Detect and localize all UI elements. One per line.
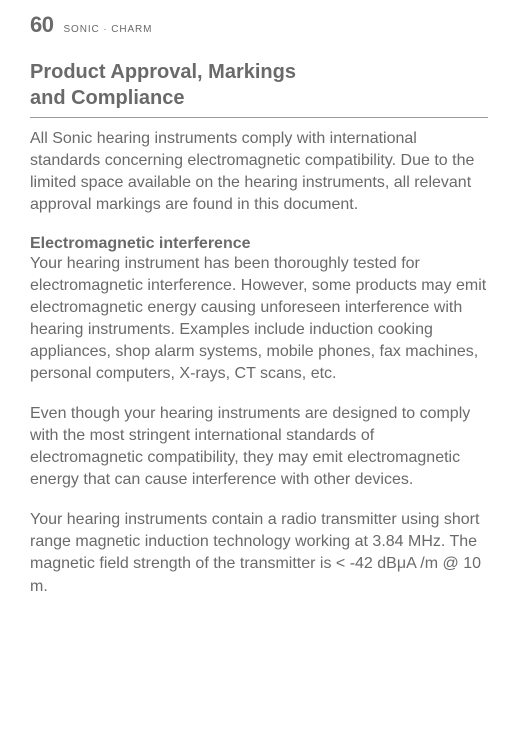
page-number: 60 [30, 12, 53, 38]
intro-paragraph: All Sonic hearing instruments comply wit… [30, 128, 488, 216]
paragraph-3: Even though your hearing instruments are… [30, 403, 488, 491]
paragraph-2: Your hearing instrument has been thoroug… [30, 253, 488, 385]
section-title: Product Approval, Markings and Complianc… [30, 60, 488, 118]
page-header: 60 SONIC · CHARM [30, 12, 488, 38]
title-line-2: and Compliance [30, 86, 488, 112]
title-line-1: Product Approval, Markings [30, 60, 488, 86]
brand-label: SONIC · CHARM [63, 24, 152, 35]
paragraph-4: Your hearing instruments contain a radio… [30, 509, 488, 597]
subheading: Electromagnetic interference [30, 235, 488, 253]
document-page: 60 SONIC · CHARM Product Approval, Marki… [0, 0, 506, 745]
